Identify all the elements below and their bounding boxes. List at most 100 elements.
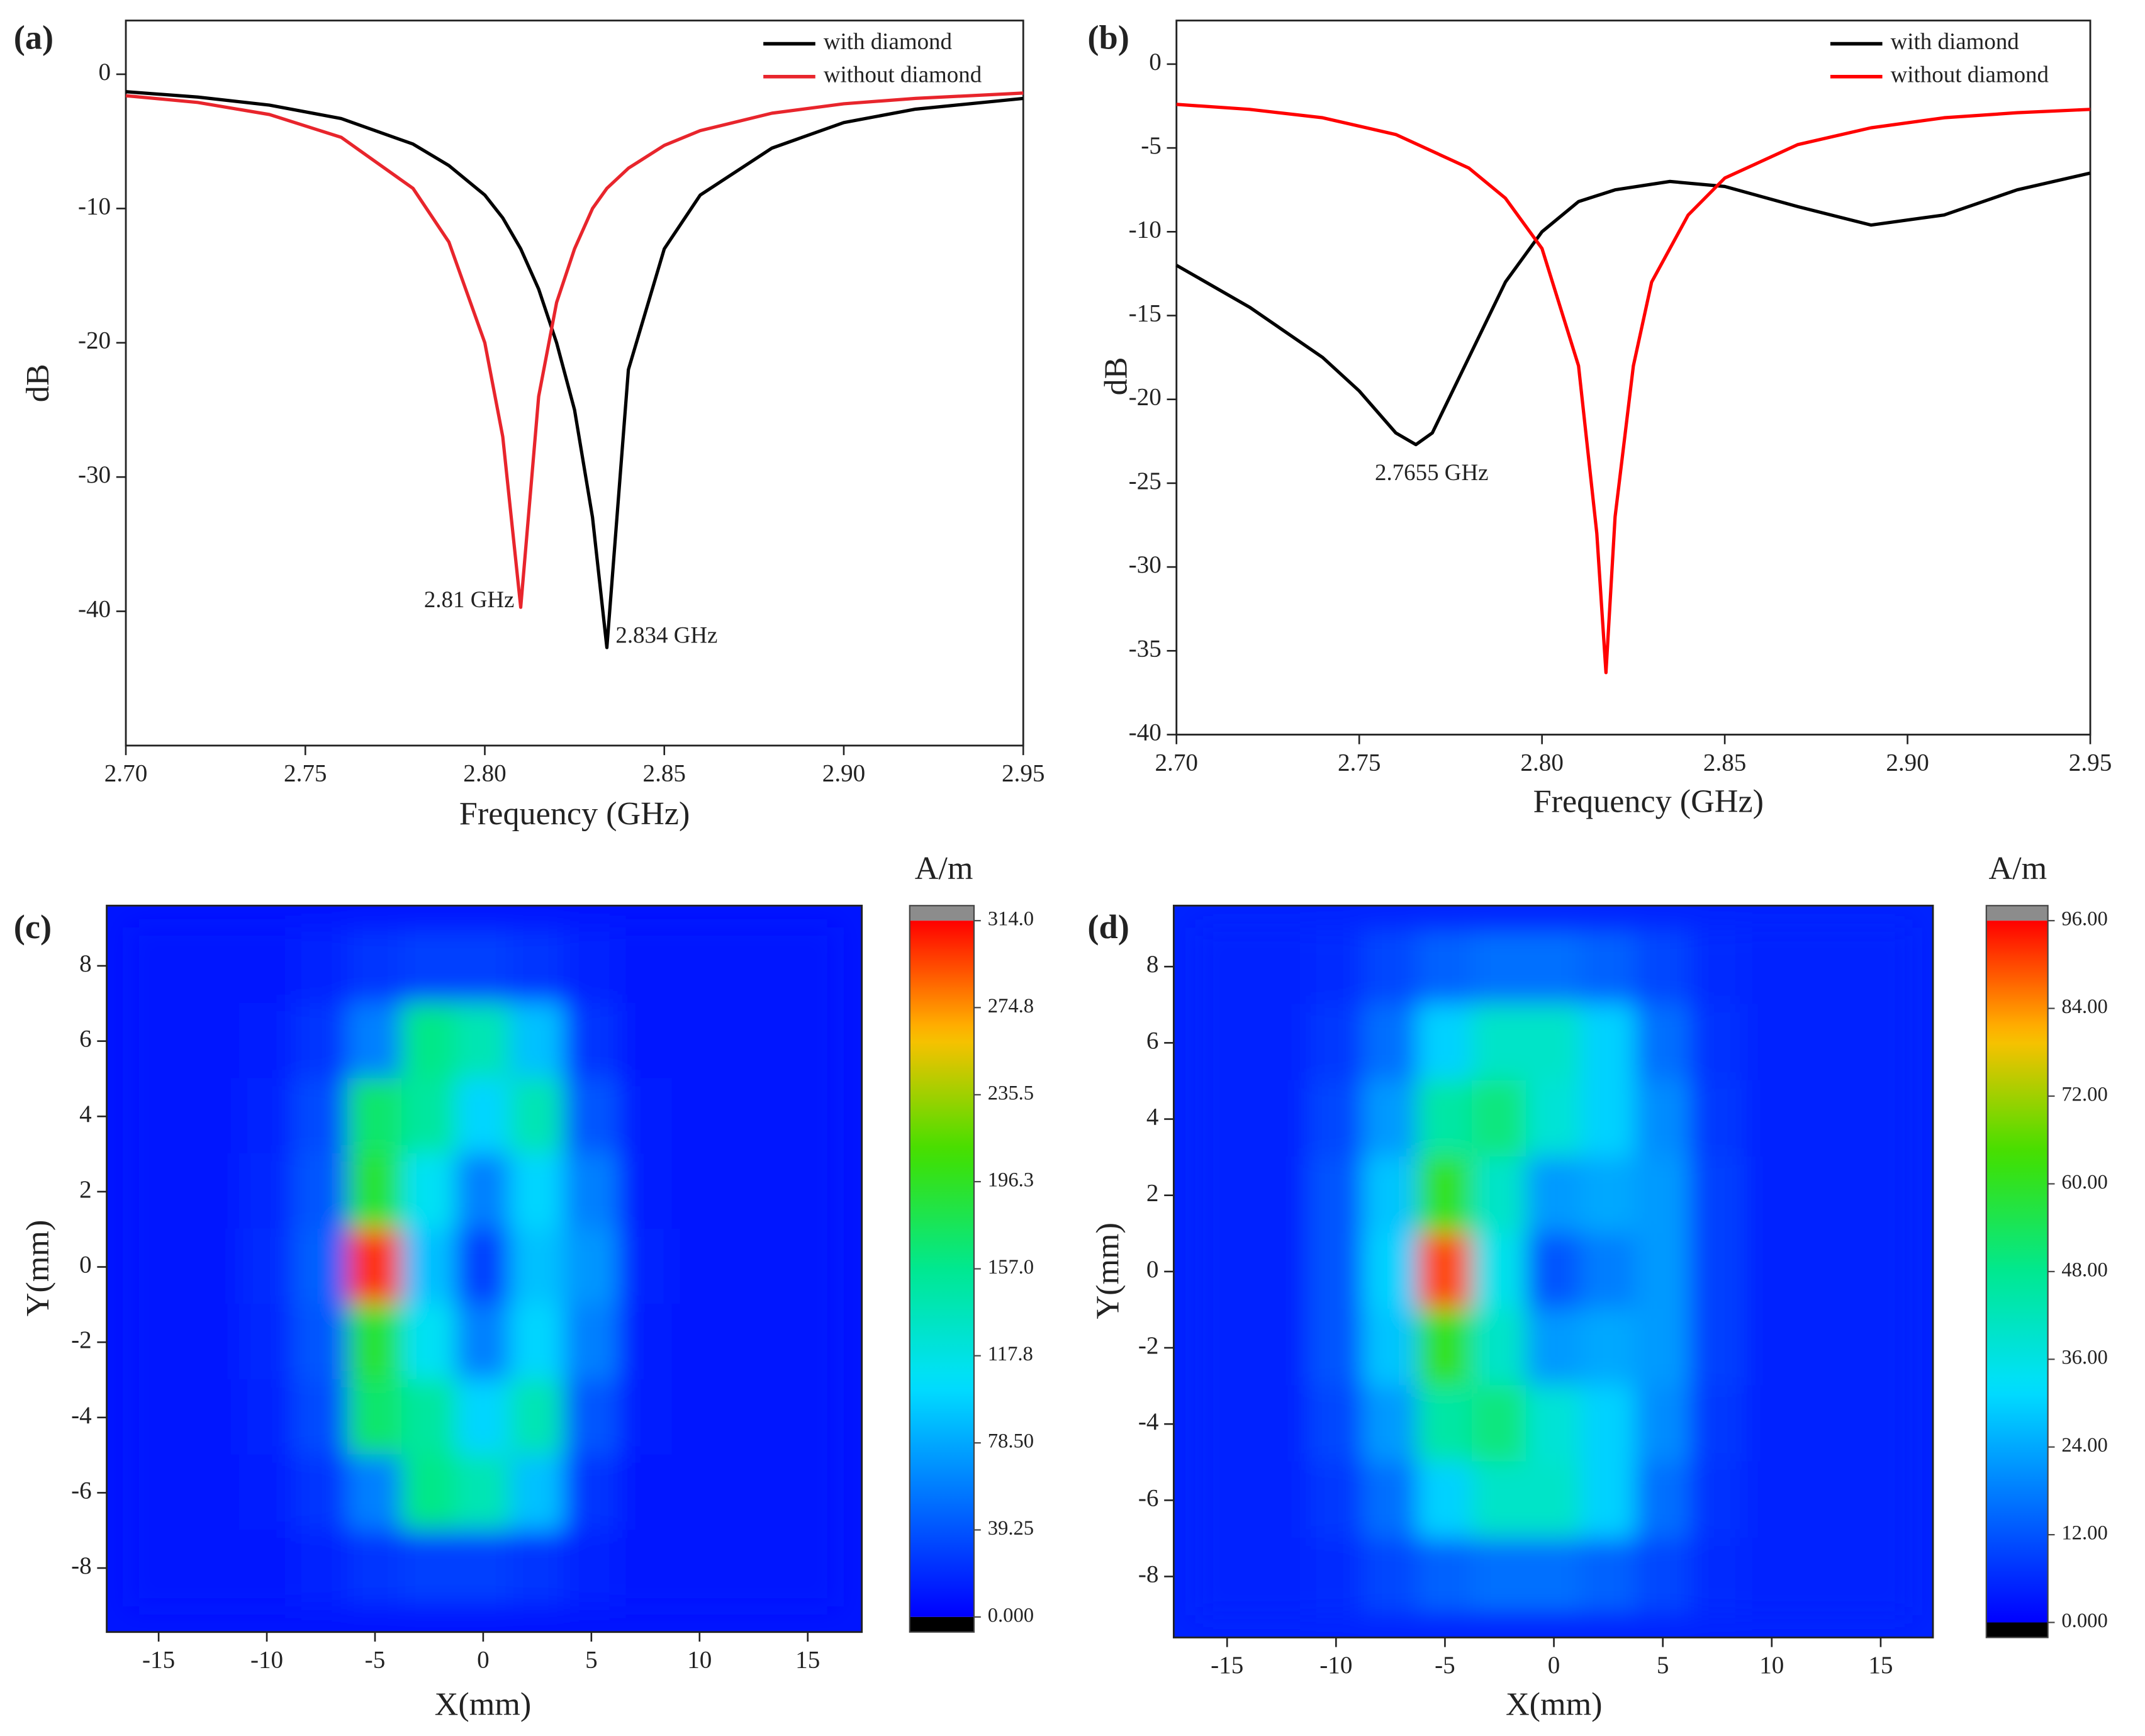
heatmap-cell <box>347 1078 403 1155</box>
x-tick-label: 0 <box>477 1647 490 1674</box>
line-series <box>1175 171 2091 447</box>
heatmap-cell <box>1199 1004 1255 1082</box>
heatmap-cell <box>1798 1537 1854 1616</box>
heatmap-cell <box>1526 1537 1582 1616</box>
y-tick-label: -20 <box>78 327 111 354</box>
heatmap-cells <box>131 927 836 1606</box>
y-tick-label: -25 <box>1129 468 1162 495</box>
heatmap-cell <box>1417 1233 1473 1311</box>
heatmap-cell <box>1362 1233 1419 1311</box>
heatmap-cell <box>1471 1156 1528 1235</box>
heatmap-cell <box>671 1228 727 1306</box>
colorbar-tick-label: 48.00 <box>2061 1258 2107 1281</box>
heatmap-cell <box>1362 1385 1419 1463</box>
heatmap-cell <box>1635 1080 1691 1158</box>
heatmap-cell <box>1580 1233 1637 1311</box>
heatmap-cell <box>1526 927 1582 1005</box>
heatmap-cell <box>131 1304 187 1381</box>
heatmap-cell <box>1253 1537 1310 1616</box>
x-tick-label: 2.95 <box>1002 760 1044 787</box>
heatmap-cell <box>1635 927 1691 1005</box>
heatmap-cell <box>725 1304 781 1381</box>
y-tick-label: 8 <box>79 950 92 977</box>
annotation: 2.834 GHz <box>615 622 717 648</box>
heatmap-cell <box>1362 1080 1419 1158</box>
heatmap-cell <box>1308 1537 1364 1616</box>
heatmap-cell <box>1635 1461 1691 1540</box>
heatmap-cell <box>1580 927 1637 1005</box>
heatmap-cell <box>238 927 295 1004</box>
heatmap-cell <box>509 927 565 1004</box>
heatmap-cell <box>1362 927 1419 1005</box>
heatmap-cell <box>401 1379 457 1456</box>
colorbar-tick-label: 96.00 <box>2061 908 2107 931</box>
y-tick-label: 0 <box>99 59 111 86</box>
heatmap-cell <box>671 1379 727 1456</box>
heatmap-cell <box>1798 1461 1854 1540</box>
heatmap-cell <box>1689 1080 1745 1158</box>
x-tick-label: 2.70 <box>104 760 147 787</box>
heatmap-cell <box>1635 1385 1691 1463</box>
heatmap-cell <box>1417 1080 1473 1158</box>
heatmap-cell <box>1744 1004 1800 1082</box>
y-tick-label: -8 <box>1138 1560 1159 1588</box>
heatmap-cell <box>509 1153 565 1230</box>
heatmap-cell <box>1798 1385 1854 1463</box>
heatmap-cell <box>238 1304 295 1381</box>
heatmap-cell <box>131 1379 187 1456</box>
annotation: 2.81 GHz <box>424 586 515 612</box>
colorbar-tick-label: 60.00 <box>2061 1171 2107 1194</box>
y-tick-label: 0 <box>1149 48 1162 76</box>
x-tick-label: 2.90 <box>1886 749 1929 776</box>
x-tick-label: 2.85 <box>1703 749 1746 776</box>
heatmap-cell <box>401 1002 457 1080</box>
heatmap-cell <box>455 1304 511 1381</box>
heatmap-cell <box>347 1454 403 1532</box>
heatmap-cell <box>617 1304 673 1381</box>
heatmap-cell <box>1362 1537 1419 1616</box>
heatmap-cell <box>1580 1461 1637 1540</box>
colorbar-tick-label: 157.0 <box>988 1256 1034 1279</box>
line-series <box>125 90 1024 649</box>
heatmap-cell <box>1362 1309 1419 1387</box>
heatmap-cell <box>671 1304 727 1381</box>
colorbar-tick-label: 0.000 <box>988 1604 1034 1627</box>
y-tick-label: -8 <box>71 1552 92 1579</box>
heatmap-cell <box>238 1078 295 1155</box>
heatmap-cell <box>725 1454 781 1532</box>
heatmap-cell <box>1253 1385 1310 1463</box>
heatmap-cell <box>1852 1233 1909 1311</box>
heatmap-cell <box>131 1153 187 1230</box>
colorbar-tick-label: 117.8 <box>988 1343 1033 1365</box>
heatmap-cell <box>1417 927 1473 1005</box>
heatmap-cell <box>780 1379 836 1456</box>
heatmap-cell <box>401 927 457 1004</box>
y-tick-label: -20 <box>1129 384 1162 411</box>
heatmap-cell <box>617 1379 673 1456</box>
heatmap-cell <box>671 1530 727 1606</box>
heatmap-cell <box>455 1530 511 1606</box>
heatmap-cell <box>1471 1004 1528 1082</box>
legend-label: with diamond <box>1891 28 2020 54</box>
heatmap-cell <box>185 1078 241 1155</box>
heatmap-cell <box>671 927 727 1004</box>
heatmap-cell <box>725 1228 781 1306</box>
x-tick-label: 2.85 <box>643 760 686 787</box>
x-tick-label: 5 <box>1657 1652 1669 1679</box>
heatmap-cell <box>185 1530 241 1606</box>
colorbar-tick-label: 12.00 <box>2061 1522 2107 1545</box>
heatmap-cell <box>1526 1004 1582 1082</box>
heatmap-cell <box>293 1078 349 1155</box>
heatmap-cell <box>509 1228 565 1306</box>
y-tick-label: -4 <box>1138 1408 1159 1435</box>
y-tick-label: 0 <box>1146 1256 1159 1283</box>
heatmap-cell <box>1199 1537 1255 1616</box>
legend-label: without diamond <box>1891 61 2049 87</box>
heatmap-cell <box>455 927 511 1004</box>
x-tick-label: 2.90 <box>822 760 865 787</box>
heatmap-cell <box>347 1379 403 1456</box>
heatmap-cell <box>1199 1233 1255 1311</box>
y-tick-label: -4 <box>71 1402 92 1429</box>
legend-label: with diamond <box>824 28 953 54</box>
colorbar-tick-label: 196.3 <box>988 1168 1034 1191</box>
